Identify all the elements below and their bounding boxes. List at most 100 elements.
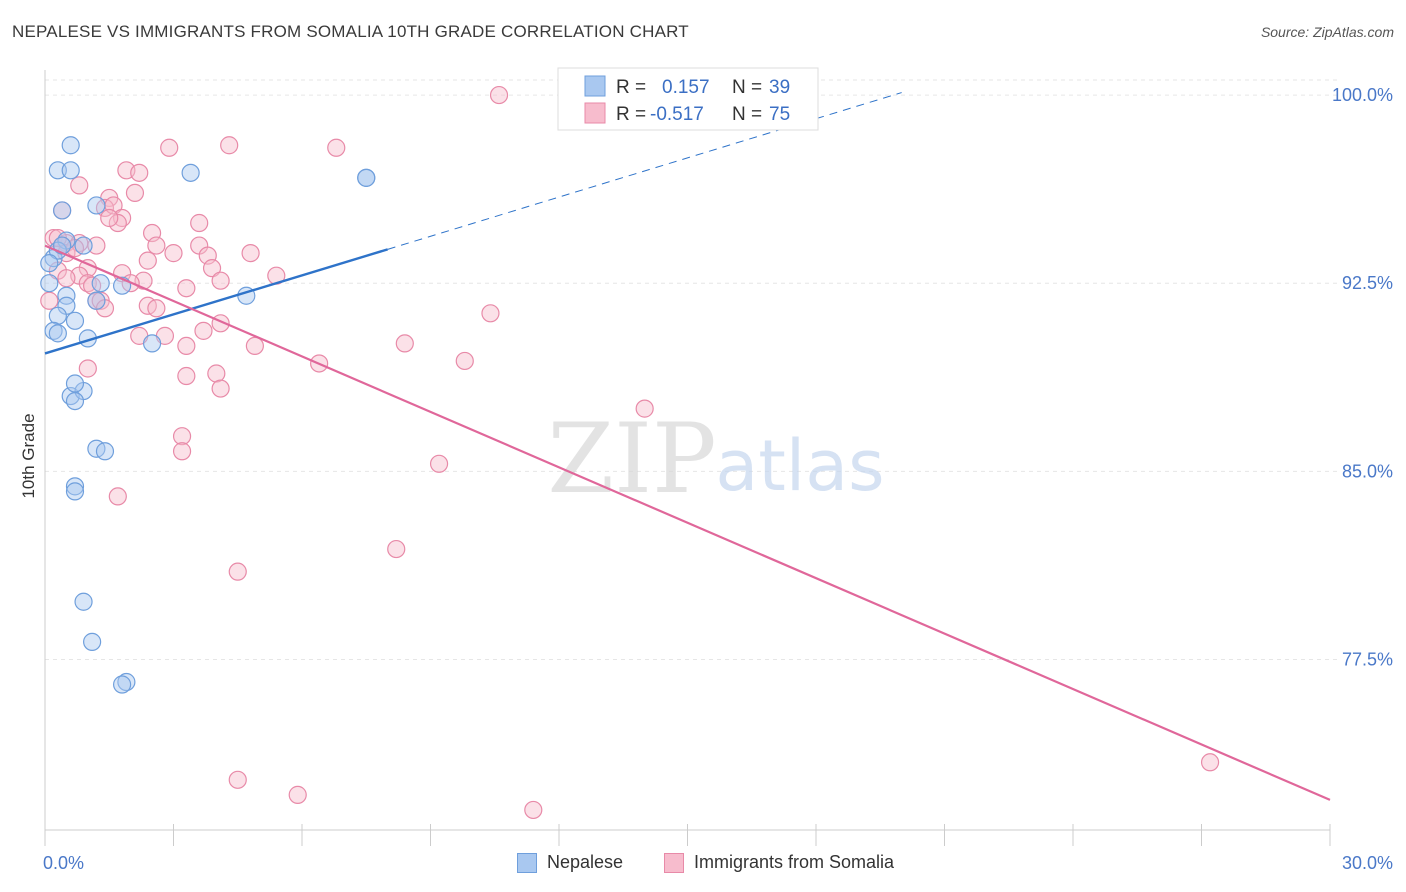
watermark-zip: ZIP [547, 403, 716, 515]
nepalese-point [65, 391, 85, 411]
nepalese-point [48, 306, 67, 325]
somalia-point [70, 176, 89, 195]
nepalese-point [48, 324, 67, 343]
somalia-point [429, 454, 449, 473]
nepalese-trend-line [44, 248, 389, 355]
somalia-point [211, 271, 230, 290]
somalia-point [190, 213, 209, 233]
y-tick-label: 92.5% [1342, 273, 1393, 293]
y-tick-label: 77.5% [1342, 649, 1393, 669]
data-points [40, 85, 1220, 820]
legend-swatch-nepalese [584, 75, 606, 97]
legend-box: R = 0.157 N = 39 R = -0.517 N = 75 [557, 67, 819, 131]
nepalese-point [61, 161, 80, 180]
nepalese-point [87, 291, 106, 310]
watermark-atlas: atlas [715, 425, 884, 507]
somalia-point [177, 279, 196, 298]
y-axis-label: 10th Grade [19, 413, 38, 498]
nepalese-point [40, 254, 59, 273]
nepalese-point [112, 675, 132, 694]
legend-r-value-2: -0.517 [650, 104, 704, 125]
somalia-point [57, 269, 76, 288]
somalia-point [177, 336, 196, 356]
legend-swatch-somalia-bottom [664, 852, 684, 873]
somalia-point [138, 251, 157, 270]
somalia-point [202, 259, 222, 278]
somalia-point [100, 208, 119, 228]
bottom-legend: Nepalese Immigrants from Somalia [0, 852, 1406, 878]
nepalese-trend-extension [387, 92, 902, 250]
x-tick-label: 0.0% [43, 853, 84, 873]
nepalese-point [87, 196, 106, 215]
zipatlas-watermark: ZIP atlas [547, 403, 884, 515]
nepalese-point [65, 311, 85, 330]
tick-labels: 100.0% 92.5% 85.0% 77.5% 0.0% 30.0% [43, 85, 1393, 873]
somalia-point [177, 366, 196, 386]
somalia-point [108, 213, 127, 233]
somalia-point [160, 138, 179, 157]
somalia-point [288, 785, 307, 804]
nepalese-point [142, 334, 162, 353]
somalia-point [211, 379, 230, 398]
trend-lines [44, 92, 1331, 801]
nepalese-point [91, 274, 110, 293]
nepalese-point [57, 286, 76, 305]
legend-item-somalia: Immigrants from Somalia [664, 852, 894, 873]
nepalese-point [74, 236, 93, 255]
legend-label-nepalese: Nepalese [547, 852, 624, 872]
axes [44, 70, 1331, 846]
legend-r-label-2: R = [616, 104, 646, 125]
legend-n-label-2: N = [732, 104, 762, 125]
somalia-point [147, 236, 166, 255]
somalia-point [635, 399, 654, 418]
legend-item-nepalese: Nepalese [517, 852, 623, 873]
somalia-point [245, 336, 264, 356]
somalia-point [228, 770, 247, 789]
legend-n-value-1: 39 [769, 77, 790, 98]
x-tick-label: 30.0% [1342, 853, 1393, 873]
somalia-point [207, 364, 226, 383]
legend-swatch-somalia [584, 102, 606, 124]
legend-n-label-1: N = [732, 77, 762, 98]
somalia-point [172, 442, 192, 461]
somalia-point [524, 800, 543, 820]
somalia-point [241, 244, 260, 263]
nepalese-point [48, 161, 67, 180]
y-tick-label: 100.0% [1332, 85, 1393, 105]
nepalese-point [181, 163, 200, 182]
somalia-point [40, 291, 59, 310]
somalia-point [78, 359, 97, 378]
nepalese-point [74, 592, 93, 611]
nepalese-point [83, 632, 102, 651]
somalia-point [164, 244, 183, 263]
nepalese-point [53, 201, 72, 220]
nepalese-point [65, 482, 85, 501]
chart-title: NEPALESE VS IMMIGRANTS FROM SOMALIA 10TH… [12, 22, 689, 41]
somalia-point [455, 351, 474, 371]
somalia-point [387, 539, 406, 559]
somalia-point [220, 136, 239, 155]
somalia-point [130, 163, 149, 182]
somalia-point [327, 138, 346, 157]
nepalese-point [65, 374, 85, 393]
somalia-point [1200, 753, 1220, 772]
source-credit: Source: ZipAtlas.com [1260, 24, 1394, 40]
somalia-point [147, 299, 166, 318]
nepalese-point [65, 477, 85, 496]
somalia-point [228, 562, 247, 581]
nepalese-point [61, 136, 80, 155]
legend-label-somalia: Immigrants from Somalia [694, 852, 895, 872]
somalia-point [194, 321, 213, 340]
somalia-point [489, 85, 509, 105]
somalia-point [108, 487, 127, 506]
legend-n-value-2: 75 [769, 104, 790, 125]
nepalese-point [357, 168, 376, 187]
legend-swatch-nepalese-bottom [517, 852, 537, 873]
somalia-point [481, 304, 500, 323]
somalia-point [87, 236, 106, 255]
somalia-trend-line [44, 244, 1331, 801]
nepalese-point [95, 442, 115, 461]
somalia-point [172, 427, 192, 446]
nepalese-point [40, 274, 59, 293]
